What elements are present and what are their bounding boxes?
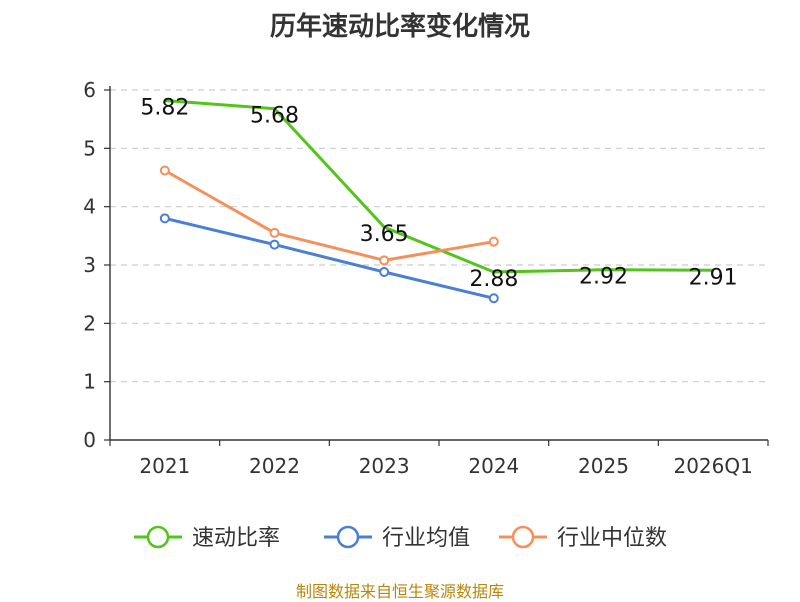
data-point <box>159 213 170 224</box>
data-point <box>379 255 390 266</box>
y-tick-label: 6 <box>83 78 96 102</box>
data-point <box>488 236 499 247</box>
x-tick-label: 2022 <box>249 454 300 478</box>
series-line <box>164 169 495 262</box>
y-tick-label: 0 <box>83 428 96 452</box>
chart-title: 历年速动比率变化情况 <box>269 12 530 42</box>
x-tick-label: 2026Q1 <box>673 454 752 478</box>
legend-label: 行业中位数 <box>557 526 667 551</box>
x-tick-label: 2023 <box>359 454 410 478</box>
legend-marker <box>336 525 360 549</box>
data-label: 5.82 <box>140 96 189 121</box>
data-label: 2.92 <box>579 265 628 290</box>
data-label: 2.91 <box>689 265 738 290</box>
data-label: 3.65 <box>360 222 409 247</box>
y-tick-label: 1 <box>83 370 96 394</box>
series-line <box>164 99 714 274</box>
y-tick-label: 3 <box>83 253 96 277</box>
data-point <box>269 239 280 250</box>
x-tick-label: 2025 <box>578 454 629 478</box>
x-tick-label: 2024 <box>468 454 519 478</box>
data-point <box>379 267 390 277</box>
y-tick-label: 5 <box>83 136 96 160</box>
data-point <box>159 165 170 176</box>
legend-label: 行业均值 <box>382 526 470 551</box>
series-line <box>164 216 495 300</box>
y-tick-label: 4 <box>83 195 96 219</box>
data-point <box>269 227 280 238</box>
legend-marker <box>146 525 170 549</box>
legend-label: 速动比率 <box>192 526 280 551</box>
data-label: 2.88 <box>469 267 518 292</box>
data-label: 5.68 <box>250 104 299 129</box>
y-tick-label: 2 <box>83 311 96 335</box>
legend-marker <box>511 525 535 549</box>
x-tick-label: 2021 <box>139 454 190 478</box>
data-point <box>488 293 499 304</box>
source-note: 制图数据来自恒生聚源数据库 <box>295 582 504 601</box>
